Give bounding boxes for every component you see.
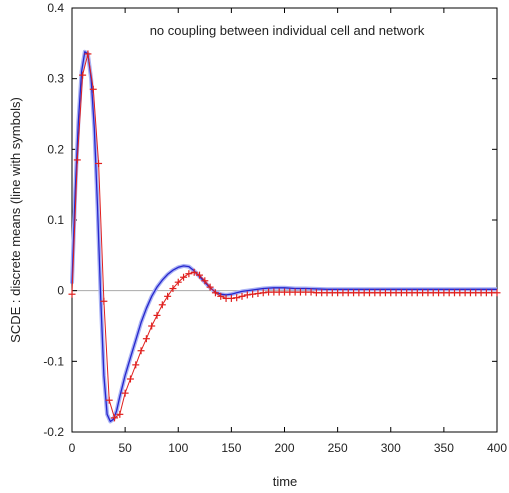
y-ticks: -0.2 -0.1 0 0.1 0.2 0.3 0.4 [43, 1, 497, 439]
data-point-plus [105, 396, 113, 404]
data-point-plus [148, 322, 156, 330]
data-point-plus [217, 292, 225, 300]
y-tick-label: 0.2 [47, 142, 64, 156]
data-point-plus [174, 278, 182, 286]
data-point-plus [233, 294, 241, 302]
x-tick-label: 50 [118, 441, 132, 455]
data-point-plus [158, 301, 166, 309]
data-point-plus [180, 273, 188, 281]
x-axis-title: time [273, 474, 298, 489]
series-line [71, 51, 497, 423]
data-point-plus [254, 289, 262, 297]
data-point-plus [259, 289, 267, 297]
data-point-plus [95, 159, 103, 167]
data-point-plus [169, 285, 177, 293]
y-tick-label: 0 [57, 284, 64, 298]
x-tick-label: 0 [69, 441, 76, 455]
data-point-plus [89, 85, 97, 93]
data-point-plus [84, 50, 92, 58]
x-tick-label: 350 [434, 441, 454, 455]
data-point-plus [227, 294, 235, 302]
data-point-plus [132, 361, 140, 369]
data-point-plus [196, 271, 203, 279]
x-tick-label: 400 [487, 441, 507, 455]
y-tick-label: 0.3 [47, 72, 64, 86]
y-axis-title: SCDE : discrete means (line with symbols… [8, 97, 23, 343]
data-point-plus [153, 311, 161, 319]
x-ticks: 0 50 100 150 200 250 300 350 400 [69, 8, 507, 455]
x-tick-label: 200 [274, 441, 294, 455]
data-point-plus [79, 71, 87, 79]
data-point-plus [68, 290, 76, 298]
y-tick-label: 0.1 [47, 213, 64, 227]
data-point-plus [238, 292, 246, 300]
plot-area [71, 7, 498, 433]
chart-title: no coupling between individual cell and … [150, 23, 425, 38]
data-point-plus [307, 288, 315, 296]
data-point-plus [190, 268, 198, 276]
data-point-plus [116, 410, 124, 418]
data-point-plus [126, 375, 134, 383]
data-point-plus [249, 290, 257, 298]
y-tick-label: 0.4 [47, 1, 64, 15]
data-point-plus [206, 283, 214, 291]
x-tick-label: 150 [221, 441, 241, 455]
y-tick-label: -0.2 [43, 425, 64, 439]
data-point-plus [121, 389, 129, 397]
data-point-plus [164, 292, 172, 300]
data-point-plus [243, 291, 251, 299]
x-tick-label: 100 [168, 441, 188, 455]
data-point-plus [111, 414, 118, 422]
data-point-plus [137, 347, 145, 355]
data-point-plus [142, 335, 150, 343]
y-tick-label: -0.1 [43, 354, 64, 368]
data-point-plus [493, 289, 501, 297]
x-tick-label: 250 [328, 441, 348, 455]
x-tick-label: 300 [381, 441, 401, 455]
data-point-plus [211, 289, 219, 297]
data-point-plus [185, 270, 193, 278]
data-point-plus [201, 277, 209, 285]
series-layer [68, 49, 501, 424]
data-point-plus [73, 156, 81, 164]
data-point-plus [100, 297, 108, 305]
